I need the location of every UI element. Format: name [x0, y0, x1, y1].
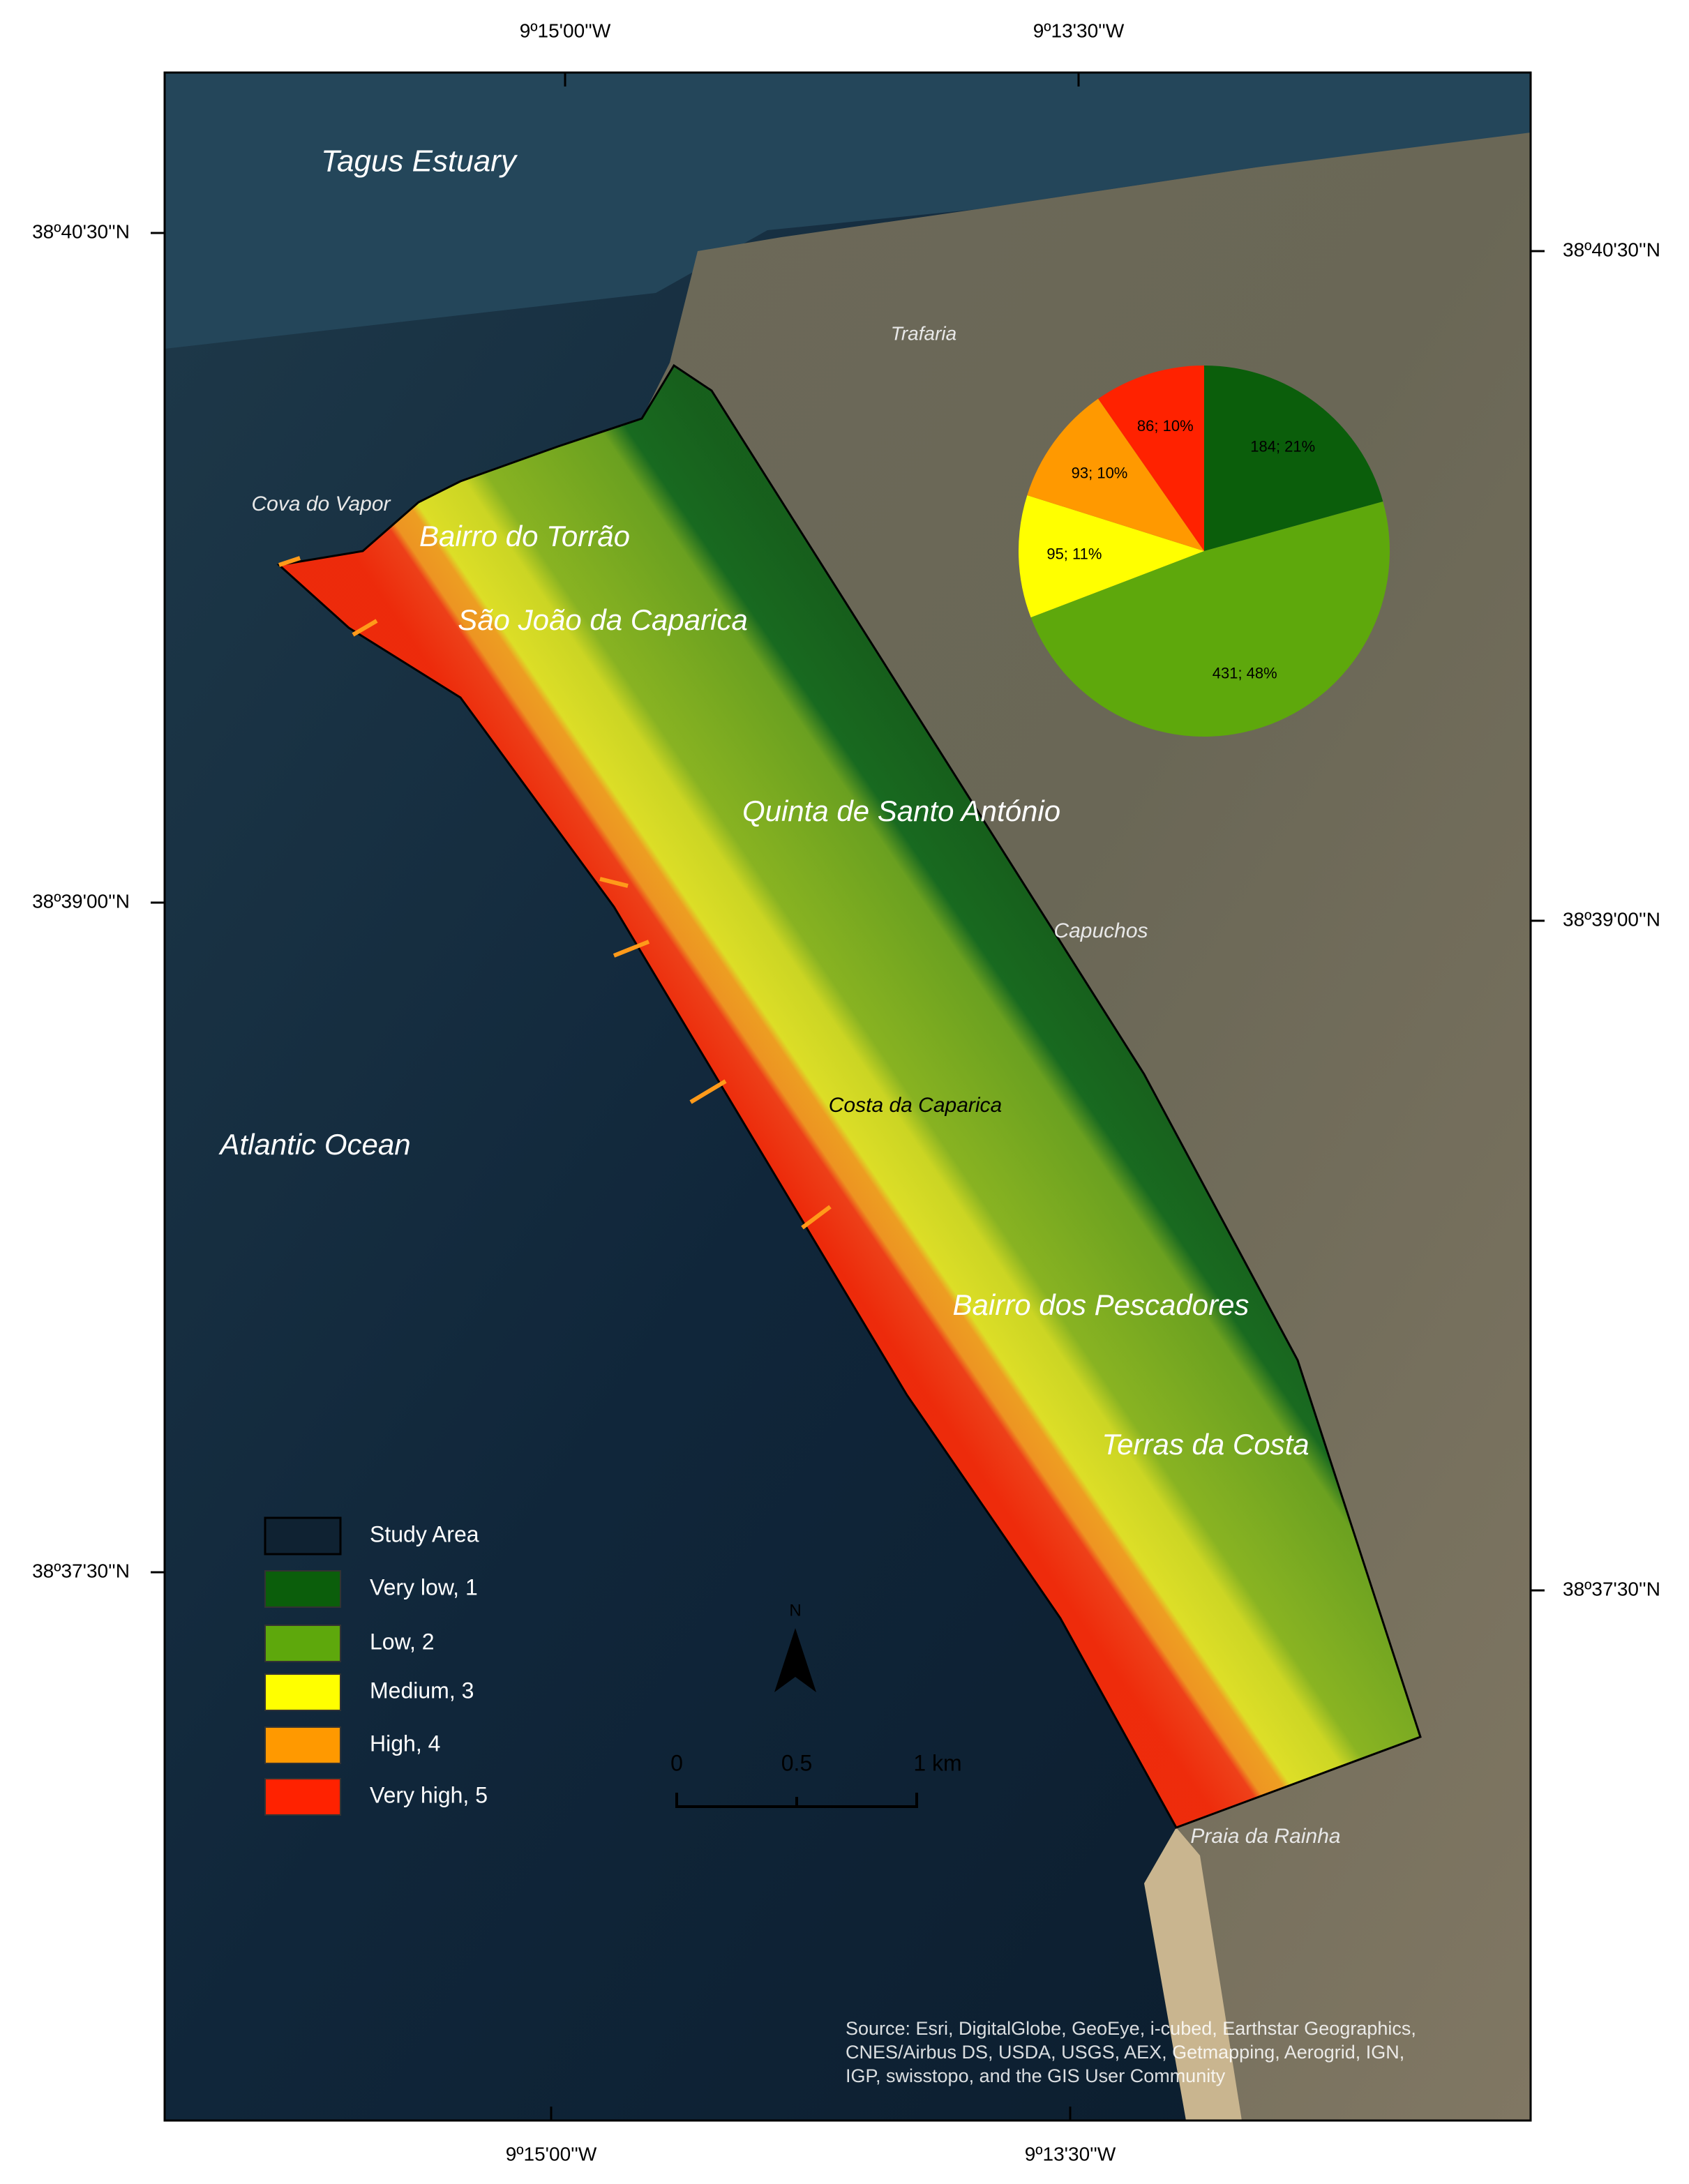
place-label: Capuchos	[1053, 919, 1148, 942]
right-coordinate: 38º39'00''N	[1563, 908, 1660, 930]
estuary	[165, 73, 1531, 349]
left-coordinate: 38º40'30''N	[32, 220, 130, 242]
legend-swatch	[264, 1673, 341, 1711]
legend-label: Medium, 3	[370, 1678, 474, 1703]
right-coordinate: 38º40'30''N	[1563, 239, 1660, 260]
legend-label: Low, 2	[370, 1629, 435, 1654]
pie-label: 184; 21%	[1250, 438, 1315, 455]
place-label: Trafaria	[891, 322, 956, 344]
place-label: São João da Caparica	[458, 603, 748, 636]
place-label: Atlantic Ocean	[218, 1128, 410, 1161]
north-label: N	[789, 1601, 801, 1620]
pie-label: 86; 10%	[1137, 417, 1194, 435]
pie-slice	[1027, 398, 1204, 551]
study-area	[276, 363, 1422, 1829]
left-coordinate: 38º37'30''N	[32, 1560, 130, 1581]
source-text: Source: Esri, DigitalGlobe, GeoEye, i-cu…	[846, 2018, 1416, 2039]
pie-slice	[1030, 501, 1390, 737]
legend-label: Very low, 1	[370, 1574, 478, 1599]
pie-label: 93; 10%	[1072, 464, 1128, 481]
pie-label: 95; 11%	[1046, 545, 1102, 562]
bottom-coordinate: 9º13'30''W	[1025, 2143, 1116, 2164]
source-text: IGP, swisstopo, and the GIS User Communi…	[846, 2065, 1226, 2086]
legend-swatch	[264, 1516, 342, 1556]
scale-label: 0	[670, 1750, 683, 1775]
place-label: Cova do Vapor	[251, 492, 391, 515]
right-coordinate: 38º37'30''N	[1563, 1578, 1660, 1599]
legend-swatch	[264, 1625, 341, 1662]
scale-label: 0.5	[781, 1750, 812, 1775]
scale-bar	[675, 1793, 918, 1808]
place-label: Terras da Costa	[1102, 1428, 1309, 1461]
scale-label: 1 km	[913, 1750, 961, 1775]
source-text: CNES/Airbus DS, USDA, USGS, AEX, Getmapp…	[846, 2042, 1404, 2063]
pie-slice	[1204, 366, 1383, 551]
top-coordinate: 9º15'00''W	[520, 20, 611, 41]
place-label: Quinta de Santo António	[742, 794, 1060, 827]
pie-slice	[1098, 366, 1204, 551]
top-coordinate: 9º13'30''W	[1033, 20, 1125, 41]
map-frame	[163, 71, 1532, 2122]
place-label: Bairro do Torrão	[419, 520, 630, 552]
groynes	[278, 556, 832, 1230]
legend-label: High, 4	[370, 1731, 440, 1756]
legend-swatch	[264, 1726, 341, 1764]
place-label: Tagus Estuary	[321, 144, 518, 179]
legend-swatch	[264, 1570, 341, 1608]
place-label: Praia da Rainha	[1190, 1825, 1340, 1848]
legend-label: Study Area	[370, 1521, 479, 1546]
beach	[1144, 1828, 1242, 2121]
pie-slice	[1019, 495, 1204, 618]
left-coordinate: 38º39'00''N	[32, 890, 130, 912]
bottom-coordinate: 9º15'00''W	[506, 2143, 597, 2164]
place-label: Bairro dos Pescadores	[953, 1288, 1249, 1321]
legend-label: Very high, 5	[370, 1782, 488, 1807]
place-label: Costa da Caparica	[829, 1094, 1002, 1117]
legend-swatch	[264, 1778, 341, 1816]
pie-label: 431; 48%	[1213, 665, 1277, 682]
north-arrow	[774, 1628, 816, 1692]
